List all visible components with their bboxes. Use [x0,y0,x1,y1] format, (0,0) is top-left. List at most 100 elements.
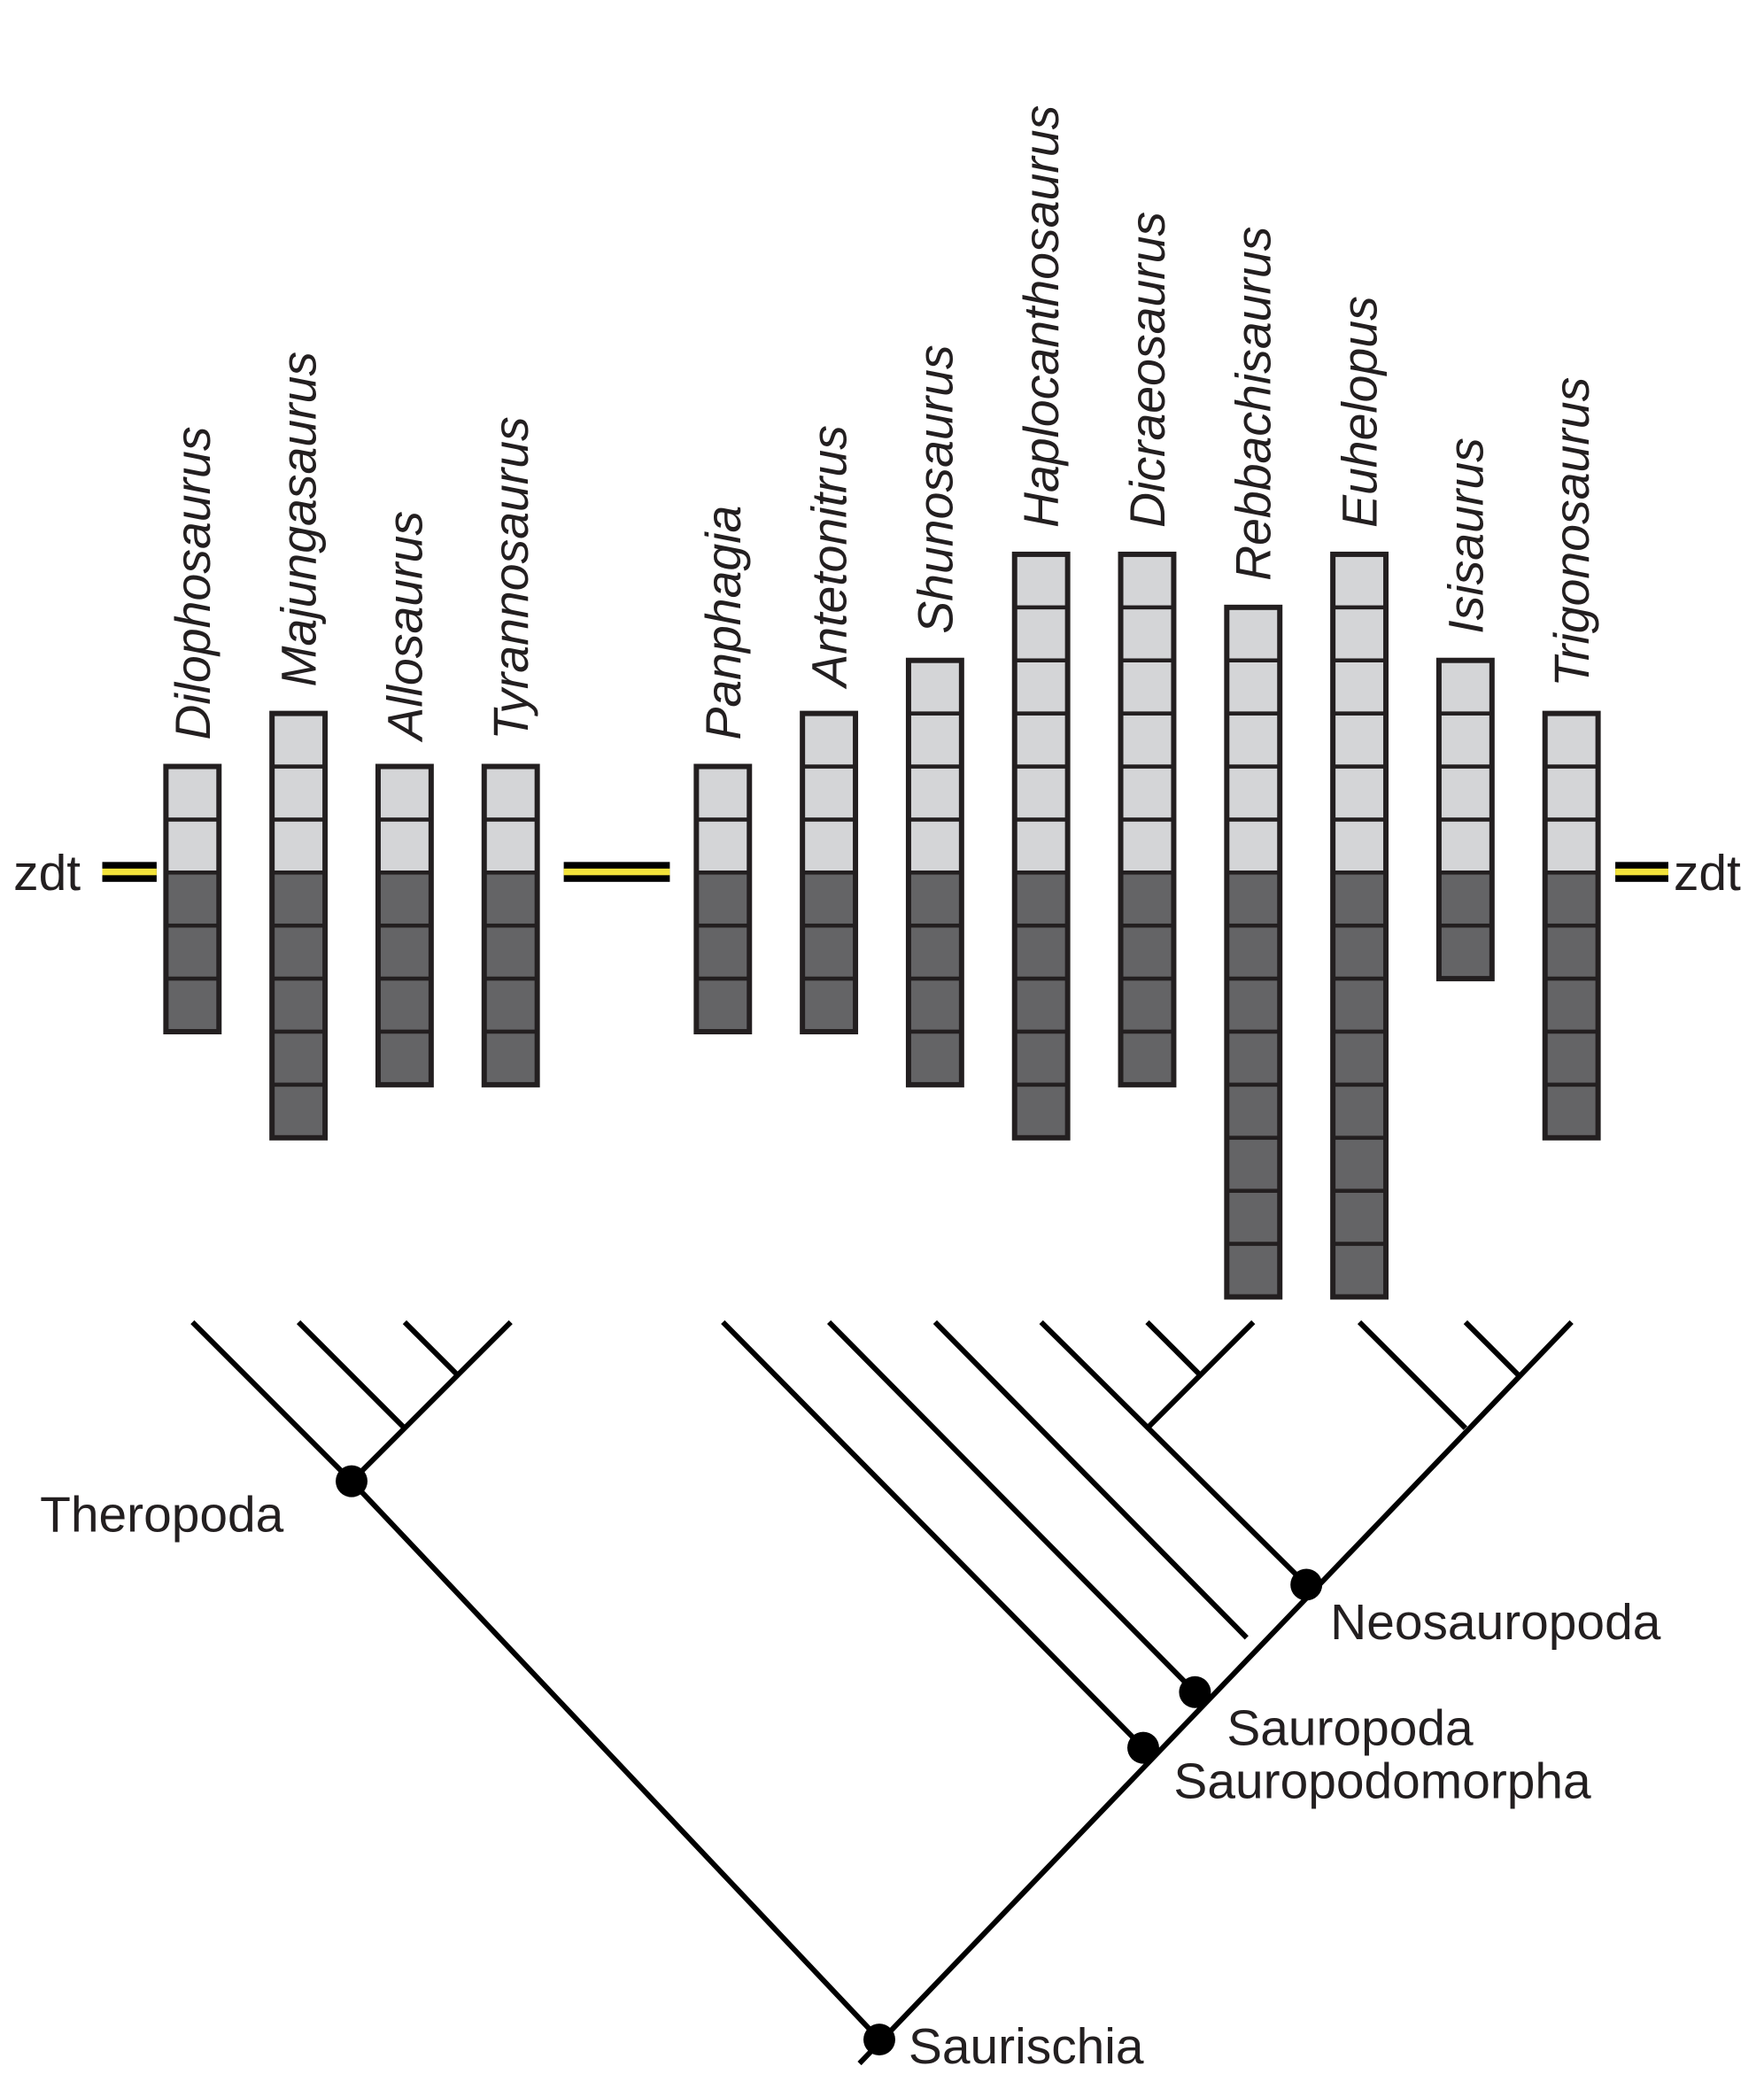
clade-label: Neosauropoda [1330,1594,1661,1651]
upper-cell [1330,605,1389,662]
lower-cell [1012,1082,1070,1141]
upper-cell [1118,658,1176,716]
lower-cell [1225,976,1282,1034]
lower-cell [1118,871,1176,928]
upper-cell [269,764,328,822]
lower-cell [269,871,328,928]
upper-cell [482,764,539,822]
node [336,1465,368,1497]
branch [932,1319,1249,1640]
column-outline [1118,551,1177,1087]
lower-cell [375,1029,434,1087]
lower-cell [269,1082,328,1141]
lower-cell [164,923,221,981]
taxon-label: Trigonosaurus [1544,377,1599,687]
lower-cell [269,923,328,981]
column-outline [905,657,964,1087]
upper-cell [1225,658,1282,716]
node [1179,1675,1211,1708]
lower-cell [1543,923,1600,981]
zdt-label: zdt [1674,845,1741,902]
upper-cell [1225,605,1282,662]
taxon-label: Allosaurus [377,511,432,743]
lower-cell [375,976,434,1034]
lower-cell [1225,1188,1282,1246]
upper-cell [800,817,858,875]
column-outline [375,763,434,1087]
lower-cell [1543,871,1600,928]
column-outline [163,763,222,1035]
lower-cell [1330,1029,1389,1087]
branch [349,1319,513,1483]
lower-cell [1012,871,1070,928]
upper-cell [1543,764,1600,822]
node [1127,1731,1159,1764]
column-outline [269,710,329,1141]
clade-label: Sauropodomorpha [1173,1753,1591,1810]
column-outline [1224,604,1283,1300]
taxon-label: Antetonitrus [802,425,857,690]
upper-cell [164,817,221,875]
upper-cell [1118,552,1176,610]
lower-cell [906,923,964,981]
upper-cell [1118,764,1176,822]
lower-cell [1118,923,1176,981]
lower-cell [482,1029,539,1087]
upper-cell [800,764,858,822]
lower-cell [1330,1242,1389,1299]
lower-cell [1225,1029,1282,1087]
lower-cell [906,976,964,1034]
node [1290,1568,1323,1601]
branch [402,1319,460,1377]
lower-cell [1543,976,1600,1034]
lower-cell [482,871,539,928]
lower-cell [1225,923,1282,981]
lower-cell [164,976,221,1034]
upper-cell [164,764,221,822]
taxon-label: Rebbachisaurus [1226,227,1281,581]
lower-cell [1012,923,1070,981]
column-outline [481,763,540,1087]
upper-cell [694,817,752,875]
lower-cell [1118,1029,1176,1087]
column-outline [1330,551,1389,1300]
branch [297,1319,407,1430]
upper-cell [1436,764,1495,822]
taxon-label: Euhelopus [1333,296,1388,528]
branch [1463,1319,1520,1377]
lower-cell [164,871,221,928]
upper-cell [800,711,858,769]
upper-cell [694,764,752,822]
lower-cell [1543,1082,1600,1141]
lower-cell [482,923,539,981]
branch [826,1319,1197,1694]
branch [190,1319,354,1483]
taxon-label: Dicraeosaurus [1120,212,1175,528]
lower-cell [694,976,752,1034]
upper-cell [906,764,964,822]
lower-cell [482,976,539,1034]
lower-cell [800,871,858,928]
lower-cell [1330,1188,1389,1246]
upper-cell [906,658,964,716]
upper-cell [1436,711,1495,769]
upper-cell [375,764,434,822]
lower-cell [800,923,858,981]
zdt-marker [102,862,1668,882]
upper-cell [1436,658,1495,716]
upper-cell [1118,817,1176,875]
upper-cell [1118,605,1176,662]
upper-cell [269,817,328,875]
lower-cell [800,976,858,1034]
lower-cell [694,923,752,981]
taxon-label: Isisaurus [1438,437,1493,634]
lower-cell [1330,976,1389,1034]
cladogram [190,1319,1574,2066]
column-outline [1435,657,1495,982]
taxon-label: Majungasaurus [272,352,327,687]
upper-cell [1330,817,1389,875]
upper-cell [482,817,539,875]
lower-cell [906,871,964,928]
upper-cell [1330,658,1389,716]
